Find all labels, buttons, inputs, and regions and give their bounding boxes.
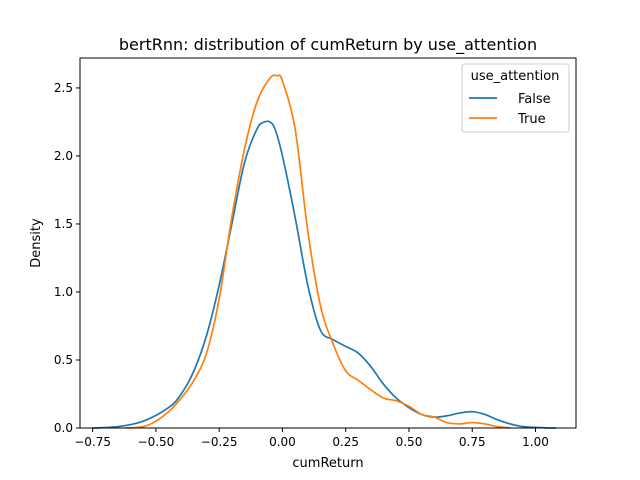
y-tick-label: 2.5 — [54, 81, 73, 95]
legend: use_attention False True — [461, 63, 570, 133]
y-tick-label: 1.0 — [54, 285, 73, 299]
y-axis-label: Density — [29, 218, 44, 268]
x-tick-label: 0.25 — [332, 435, 359, 449]
y-tick-label: 2.0 — [54, 149, 73, 163]
y-tick-label: 1.5 — [54, 217, 73, 231]
x-tick-label: 0.75 — [459, 435, 486, 449]
x-axis-ticks: −0.75 −0.50 −0.25 0.00 0.25 0.50 0.75 1.00 — [74, 428, 549, 449]
chart-title: bertRnn: distribution of cumReturn by us… — [119, 35, 537, 55]
legend-label-true: True — [517, 112, 546, 127]
x-tick-label: 0.00 — [269, 435, 296, 449]
plot-area — [79, 57, 577, 429]
legend-title: use_attention — [471, 69, 560, 84]
legend-label-false: False — [518, 92, 551, 107]
y-tick-label: 0.5 — [54, 353, 73, 367]
x-tick-label: 0.50 — [396, 435, 423, 449]
x-tick-label: −0.25 — [201, 435, 238, 449]
legend-frame — [461, 63, 570, 133]
series-line-false — [92, 120, 556, 429]
x-tick-label: −0.75 — [74, 435, 111, 449]
legend-items: False True — [469, 92, 551, 127]
y-tick-label: 0.0 — [54, 421, 73, 435]
x-tick-label: −0.50 — [138, 435, 175, 449]
x-tick-label: 1.00 — [522, 435, 549, 449]
y-axis-ticks: 0.0 0.5 1.0 1.5 2.0 2.5 — [54, 81, 80, 435]
x-axis-label: cumReturn — [292, 456, 363, 471]
series-layer — [92, 74, 556, 429]
series-line-true — [125, 74, 511, 429]
axes-frame — [79, 57, 577, 429]
